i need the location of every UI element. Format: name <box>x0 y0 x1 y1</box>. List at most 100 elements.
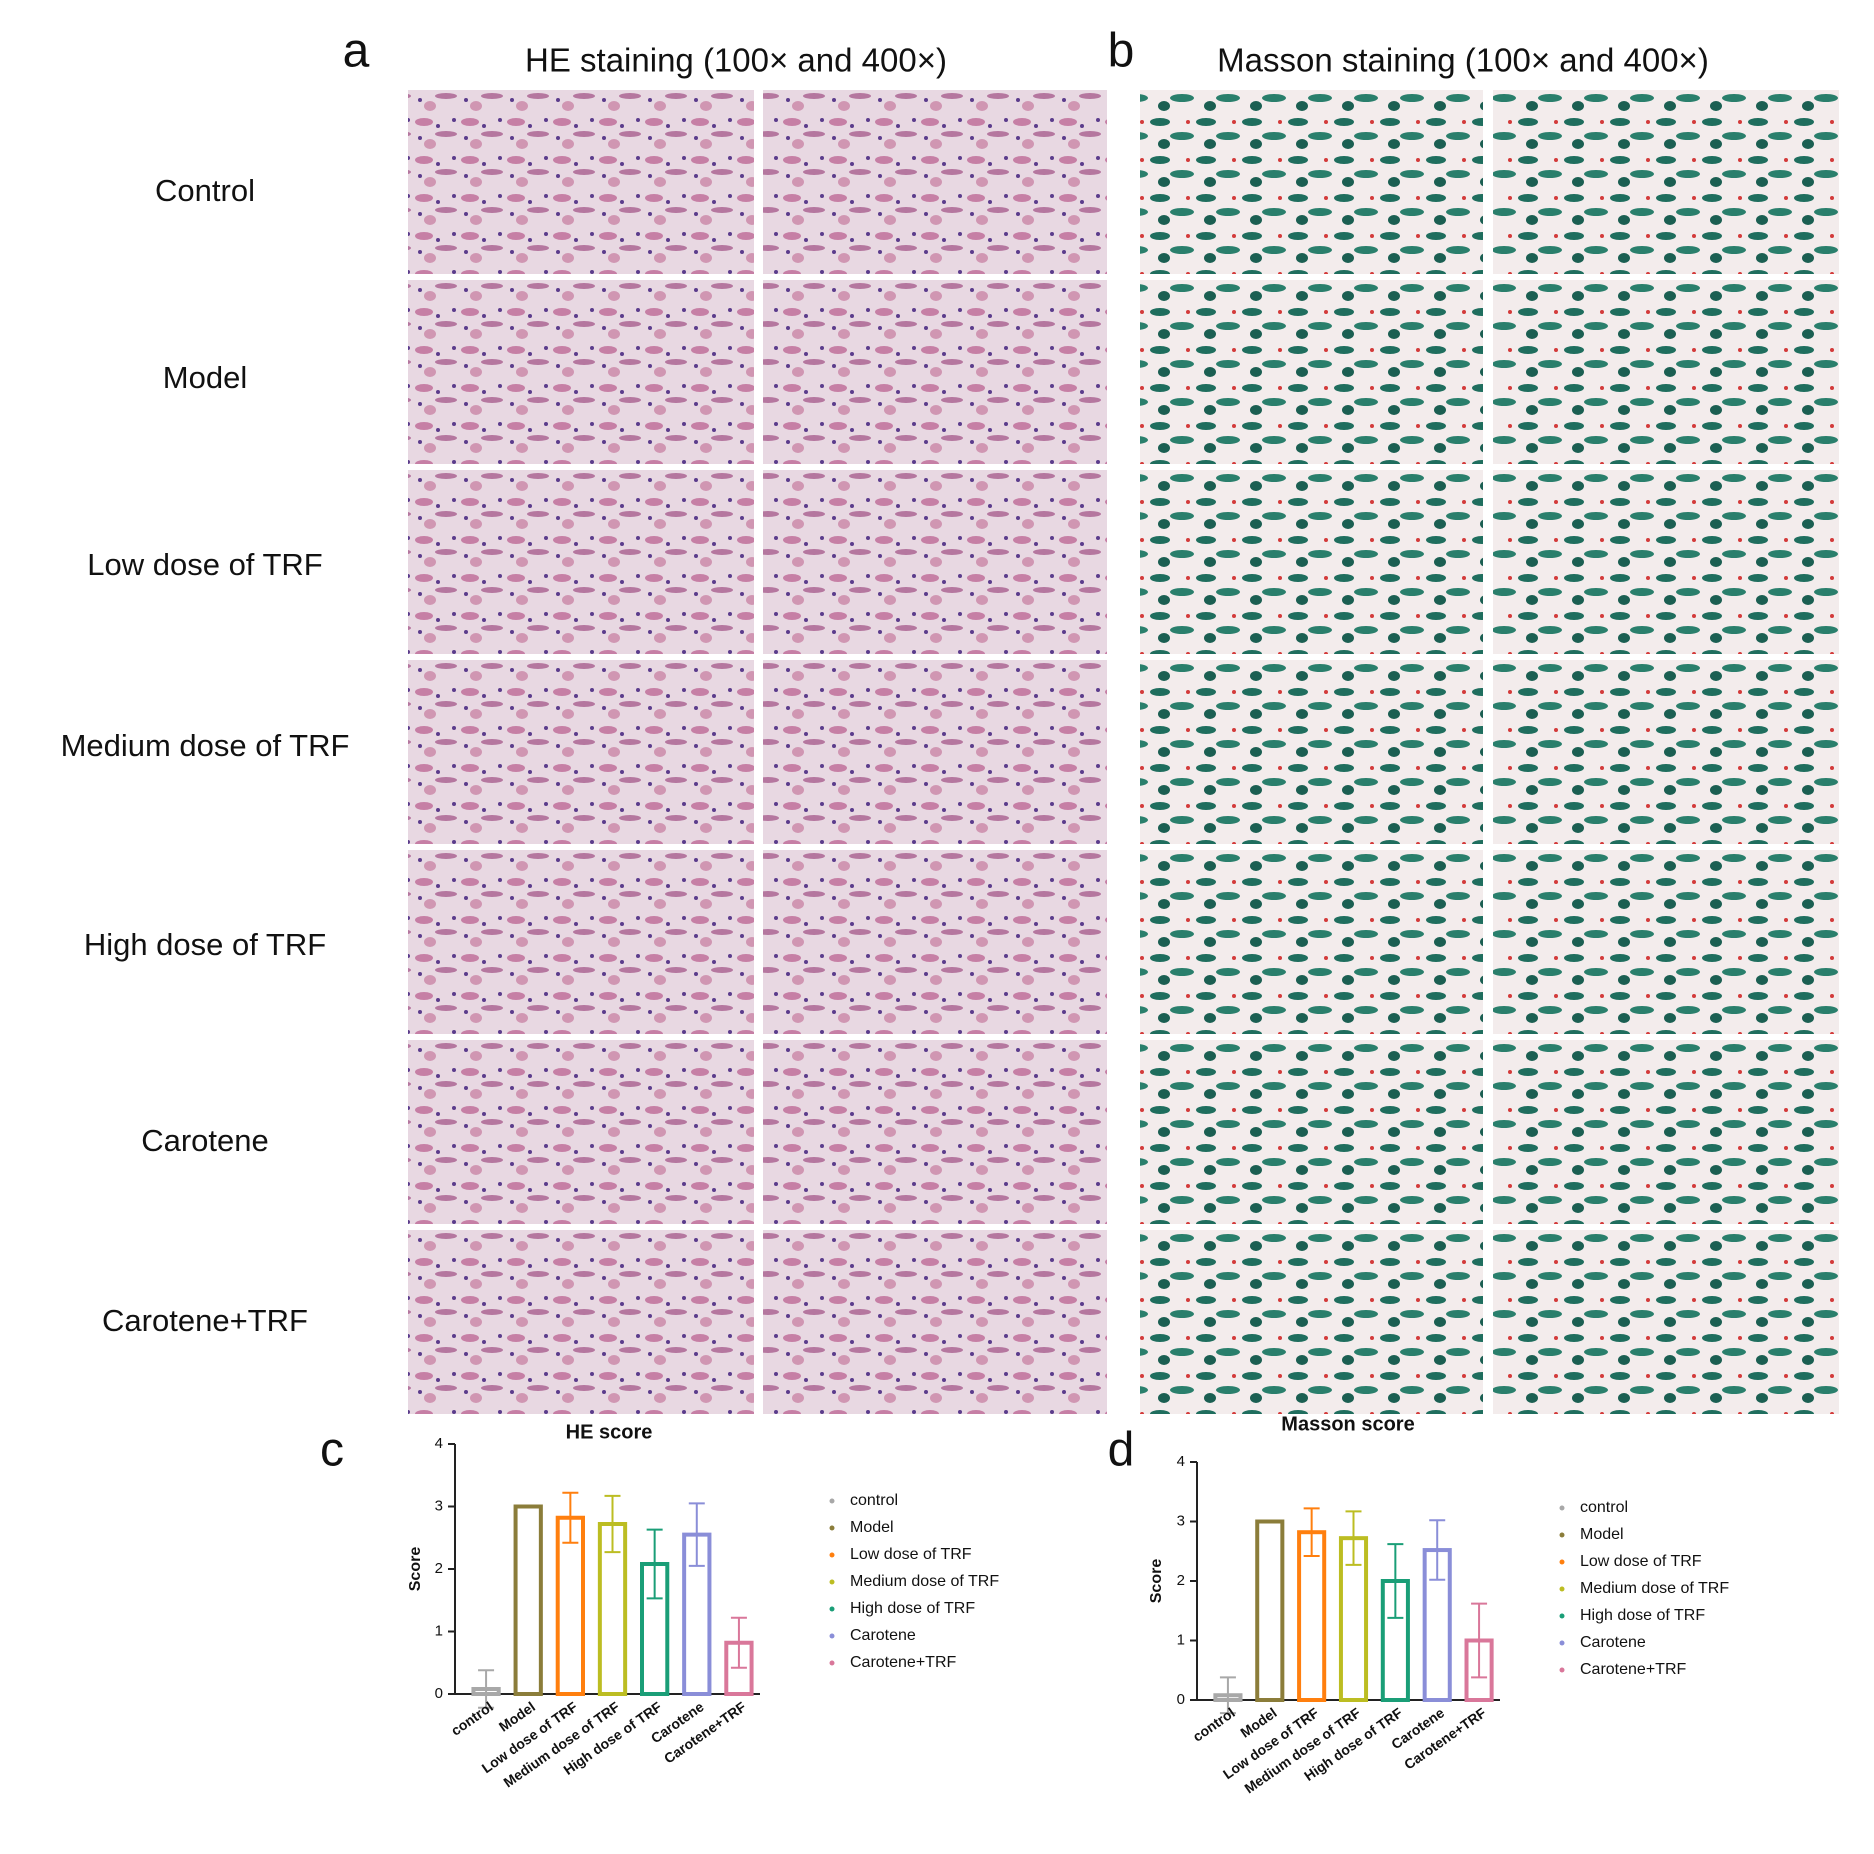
bar <box>555 1515 586 1696</box>
histology-image <box>1140 850 1483 1034</box>
error-bar <box>646 1528 663 1600</box>
legend-label: Carotene <box>850 1627 916 1644</box>
histology-image <box>408 660 754 844</box>
y-tick-label: 2 <box>435 1560 443 1577</box>
histology-image <box>408 1230 754 1414</box>
row-label: Control <box>155 173 255 208</box>
error-bar <box>730 1616 747 1669</box>
legend-label: control <box>850 1492 898 1509</box>
histology-image <box>763 470 1107 654</box>
histology-image <box>763 280 1107 464</box>
chart-title: HE score <box>566 1421 653 1443</box>
panel-label: c <box>320 1424 344 1477</box>
legend-swatch <box>829 1660 835 1666</box>
legend-swatch <box>829 1579 835 1585</box>
legend-label: Model <box>1580 1526 1624 1543</box>
legend-label: Medium dose of TRF <box>1580 1580 1729 1597</box>
legend-swatch <box>1559 1586 1565 1592</box>
legend-label: High dose of TRF <box>850 1600 975 1617</box>
histology-image <box>1493 660 1839 844</box>
histology-image <box>408 1040 754 1224</box>
legend-swatch <box>1559 1640 1565 1646</box>
column-title: HE staining (100× and 400×) <box>525 42 947 79</box>
error-bar <box>1471 1602 1488 1679</box>
row-label: Model <box>163 360 247 395</box>
y-tick-label: 1 <box>435 1622 443 1639</box>
error-bar <box>1219 1676 1236 1715</box>
legend-swatch <box>1559 1667 1565 1673</box>
y-tick-label: 3 <box>435 1497 443 1514</box>
legend-swatch <box>829 1498 835 1504</box>
error-bar <box>1303 1507 1320 1558</box>
histology-image <box>408 280 754 464</box>
error-bar <box>1429 1519 1446 1581</box>
error-bar <box>1345 1510 1362 1566</box>
row-label: Carotene <box>141 1123 269 1158</box>
legend-label: Low dose of TRF <box>850 1546 972 1563</box>
legend-label: Carotene+TRF <box>850 1654 956 1671</box>
histology-image <box>1140 90 1483 274</box>
histology-image <box>1140 1040 1483 1224</box>
y-tick-label: 2 <box>1177 1572 1185 1589</box>
y-axis-label: Score <box>1148 1559 1165 1604</box>
legend-swatch <box>829 1606 835 1612</box>
legend-label: control <box>1580 1499 1628 1516</box>
panel-label: d <box>1108 1424 1135 1477</box>
chart-title: Masson score <box>1281 1413 1414 1435</box>
legend-label: Low dose of TRF <box>1580 1553 1702 1570</box>
legend-label: Carotene+TRF <box>1580 1661 1686 1678</box>
histology-image <box>1493 470 1839 654</box>
error-bar <box>688 1502 705 1567</box>
histology-image <box>763 90 1107 274</box>
row-label: High dose of TRF <box>84 927 326 962</box>
y-tick-label: 3 <box>1177 1512 1185 1529</box>
y-axis-label: Score <box>407 1547 424 1592</box>
histology-image <box>1493 850 1839 1034</box>
legend-swatch <box>829 1633 835 1639</box>
histology-image <box>1493 1040 1839 1224</box>
bar <box>1255 1519 1285 1702</box>
histology-image <box>763 660 1107 844</box>
legend-swatch <box>829 1552 835 1558</box>
legend-swatch <box>1559 1613 1565 1619</box>
histology-image <box>763 850 1107 1034</box>
histology-image <box>1140 1230 1483 1414</box>
y-tick-label: 1 <box>1177 1631 1185 1648</box>
histology-image <box>408 470 754 654</box>
legend-swatch <box>829 1525 835 1531</box>
error-bar <box>1387 1543 1404 1619</box>
histology-image <box>1140 280 1483 464</box>
histology-image <box>1493 1230 1839 1414</box>
bar <box>513 1504 543 1696</box>
row-label: Low dose of TRF <box>87 547 322 582</box>
error-bar <box>604 1494 621 1554</box>
histology-image <box>1140 470 1483 654</box>
row-label: Medium dose of TRF <box>61 728 350 763</box>
histology-image <box>763 1230 1107 1414</box>
y-tick-label: 0 <box>1177 1691 1185 1708</box>
histology-image <box>1493 90 1839 274</box>
x-tick-label: control <box>1190 1704 1238 1744</box>
legend-swatch <box>1559 1505 1565 1511</box>
legend-swatch <box>1559 1559 1565 1565</box>
error-bar <box>562 1491 579 1544</box>
y-tick-label: 4 <box>1177 1453 1185 1470</box>
x-tick-label: control <box>448 1698 496 1738</box>
row-label: Carotene+TRF <box>102 1303 308 1338</box>
bar <box>1297 1530 1327 1702</box>
histology-image <box>1140 660 1483 844</box>
error-bar <box>478 1669 495 1709</box>
y-tick-label: 4 <box>435 1435 443 1452</box>
histology-image <box>763 1040 1107 1224</box>
histology-image <box>408 850 754 1034</box>
legend-label: Medium dose of TRF <box>850 1573 999 1590</box>
histology-image <box>408 90 754 274</box>
histology-image <box>1493 280 1839 464</box>
legend-label: High dose of TRF <box>1580 1607 1705 1624</box>
panel-label: b <box>1108 25 1135 78</box>
y-tick-label: 0 <box>435 1685 443 1702</box>
histology-grid <box>408 90 1839 1414</box>
panel-label: a <box>343 25 370 78</box>
legend-label: Carotene <box>1580 1634 1646 1651</box>
